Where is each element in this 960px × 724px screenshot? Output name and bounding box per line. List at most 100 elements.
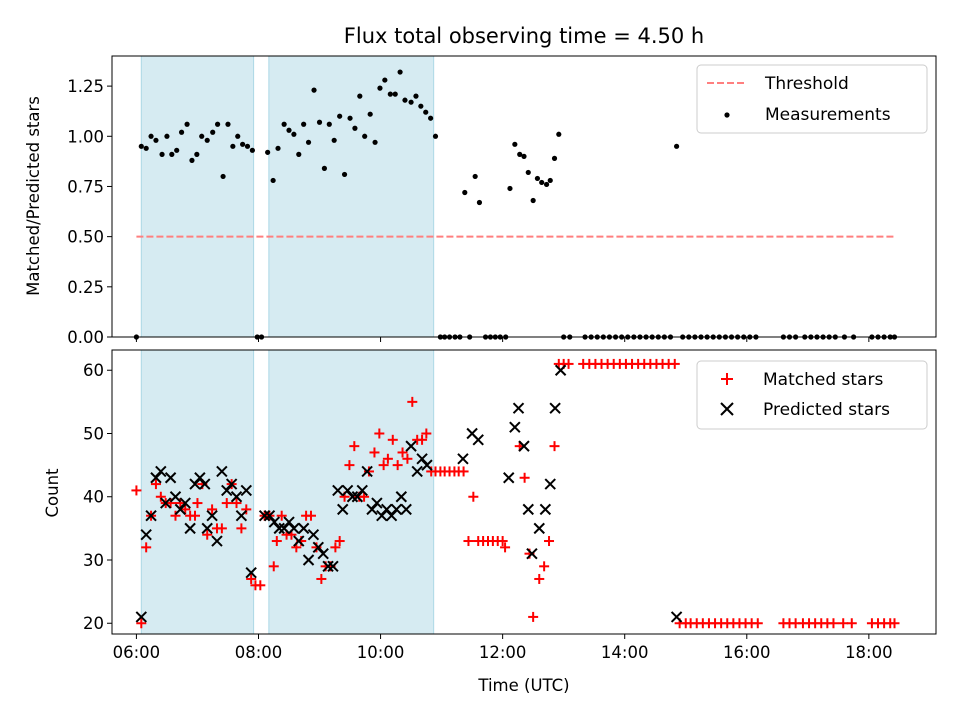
- bottom-panel: 20 30 40 50 60 06:00 08:00 10:00 12:00 14:00 16:0…: [43, 349, 937, 695]
- matched-star-point: [344, 460, 355, 471]
- matched-star-point: [497, 536, 508, 547]
- predicted-star-point: [150, 472, 162, 484]
- predicted-star-point: [512, 402, 525, 414]
- bottom-y-tick-label: 60: [83, 361, 104, 380]
- predicted-star-point: [332, 484, 344, 497]
- matched-star-point: [669, 358, 680, 369]
- predicted-star-point: [421, 459, 433, 471]
- predicted-star-stroke: [225, 478, 238, 490]
- predicted-star-stroke: [361, 465, 373, 478]
- matched-star-point: [382, 453, 393, 464]
- matched-star-point: [155, 491, 166, 502]
- predicted-star-stroke: [160, 497, 172, 509]
- matched-star-point: [311, 542, 322, 553]
- measurement-point: [249, 147, 255, 153]
- measurement-point: [472, 173, 478, 180]
- measurement-point: [286, 127, 292, 133]
- predicted-star-point: [554, 364, 567, 376]
- predicted-star-point: [361, 465, 373, 478]
- predicted-star-stroke: [526, 547, 538, 560]
- predicted-star-stroke: [670, 611, 683, 623]
- shaded-interval: [140, 349, 255, 635]
- measurement-point: [372, 139, 378, 145]
- predicted-star-point: [518, 440, 530, 452]
- measurement-point: [204, 137, 210, 143]
- bottom-x-tick-label: 06:00: [113, 643, 161, 662]
- top-y-tick-label: 0.50: [67, 228, 104, 247]
- predicted-star-point: [194, 472, 206, 484]
- predicted-star-point: [293, 535, 305, 547]
- measurement-point: [347, 115, 353, 121]
- predicted-star-stroke: [194, 472, 206, 484]
- measurement-point: [382, 77, 388, 83]
- measurement-point: [194, 151, 200, 157]
- measurement-point: [189, 157, 195, 163]
- predicted-star-stroke: [307, 528, 320, 541]
- measurement-point: [240, 141, 246, 147]
- top-y-tick-label: 1.00: [67, 127, 104, 146]
- measurement-point: [281, 121, 287, 127]
- predicted-star-point: [140, 528, 152, 541]
- matched-star-point: [170, 510, 181, 521]
- predicted-star-stroke: [385, 510, 398, 522]
- predicted-star-stroke: [376, 510, 388, 522]
- bottom-y-axis-label: Count: [43, 468, 62, 518]
- legend-measurements-swatch: [724, 112, 730, 118]
- predicted-star-point: [322, 560, 334, 573]
- measurement-point: [337, 113, 343, 119]
- matched-star-point: [421, 428, 432, 439]
- measurement-point: [517, 151, 523, 157]
- measurement-point: [143, 145, 149, 151]
- predicted-star-point: [526, 547, 538, 560]
- measurement-point: [138, 143, 144, 149]
- predicted-star-stroke: [411, 465, 423, 478]
- matched-star-point: [549, 441, 560, 452]
- predicted-star-stroke: [216, 465, 228, 478]
- measurement-point: [428, 115, 434, 121]
- matched-star-point: [889, 618, 900, 629]
- predicted-star-point: [312, 541, 325, 554]
- top-y-tick-label: 0.00: [67, 328, 104, 347]
- predicted-star-point: [164, 472, 177, 484]
- predicted-star-point: [263, 510, 276, 522]
- bottom-y-tick-label: 30: [83, 551, 104, 570]
- matched-star-point: [828, 618, 839, 629]
- predicted-star-point: [670, 611, 683, 623]
- predicted-star-stroke: [351, 491, 364, 503]
- predicted-star-stroke: [518, 440, 530, 452]
- predicted-star-stroke: [509, 421, 521, 433]
- shaded-interval: [268, 349, 435, 635]
- predicted-star-point: [341, 484, 354, 497]
- matched-star-point: [216, 523, 227, 534]
- predicted-star-stroke: [206, 510, 218, 522]
- predicted-star-point: [376, 510, 388, 522]
- matched-star-point: [221, 498, 232, 509]
- predicted-star-stroke: [184, 522, 196, 535]
- matched-star-point: [407, 396, 418, 407]
- matched-star-point: [397, 447, 408, 458]
- measurement-point: [357, 93, 363, 99]
- predicted-star-stroke: [288, 522, 300, 535]
- predicted-star-stroke: [230, 491, 243, 503]
- matched-star-point: [528, 611, 539, 622]
- predicted-star-stroke: [346, 491, 359, 503]
- predicted-star-stroke: [211, 535, 223, 547]
- predicted-star-stroke: [189, 478, 201, 490]
- predicted-star-stroke: [356, 484, 368, 497]
- matched-star-point: [539, 561, 550, 572]
- predicted-star-stroke: [135, 611, 148, 623]
- predicted-star-point: [189, 478, 201, 490]
- predicted-star-point: [390, 503, 403, 516]
- measurement-point: [305, 139, 312, 145]
- predicted-star-point: [145, 510, 157, 522]
- measurement-point: [225, 121, 231, 127]
- measurement-point: [377, 85, 383, 91]
- top-y-tick-label: 0.75: [67, 177, 104, 196]
- predicted-star-point: [225, 478, 238, 490]
- matched-star-point: [202, 529, 213, 540]
- predicted-star-stroke: [312, 541, 325, 554]
- matched-star-point: [349, 441, 360, 452]
- matched-star-point: [563, 358, 574, 369]
- predicted-star-point: [385, 510, 398, 522]
